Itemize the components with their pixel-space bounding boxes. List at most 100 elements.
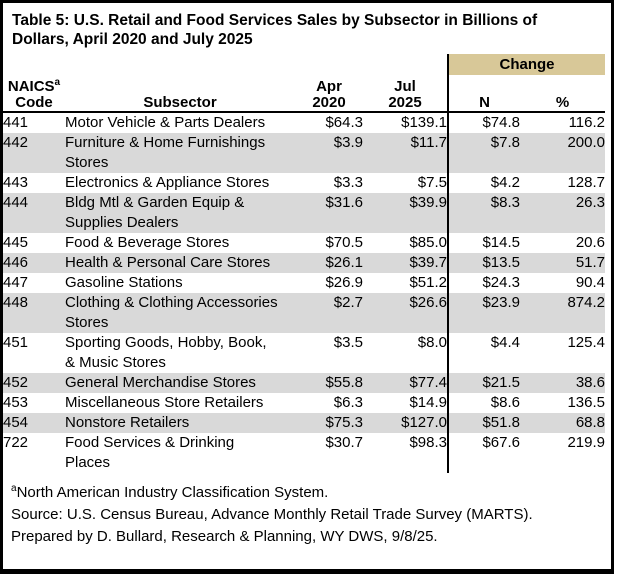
change-pct-cell: 128.7 xyxy=(567,174,606,191)
subsector-cell: Bldg Mtl & Garden Equip & Supplies Deale… xyxy=(65,194,245,231)
change-n-cell: $23.9 xyxy=(447,293,520,333)
table-row: 444 Bldg Mtl & Garden Equip & Supplies D… xyxy=(3,193,606,233)
naics-code-cell: 444 xyxy=(3,194,29,211)
subsector-cell: Nonstore Retailers xyxy=(65,414,190,431)
change-n-cell: $24.3 xyxy=(447,273,520,293)
code-label: Code xyxy=(15,94,53,111)
change-column-group-header: Change xyxy=(446,54,606,75)
naics-code-cell: 448 xyxy=(3,294,29,311)
col-header-subsector: Subsector xyxy=(65,75,295,113)
col-header-jul-2025: Jul 2025 xyxy=(363,75,448,113)
naics-footnote-text: North American Industry Classification S… xyxy=(16,484,329,501)
table-row: 454 Nonstore Retailers $75.3 $127.0 $51.… xyxy=(3,413,606,433)
change-pct-cell: 51.7 xyxy=(575,254,606,271)
jul-2025-cell: $14.9 xyxy=(409,394,447,411)
change-pct-cell: 68.8 xyxy=(575,414,606,431)
jul-2025-cell: $98.3 xyxy=(409,434,447,451)
header-spacer xyxy=(3,54,448,75)
naics-footnote-marker: a xyxy=(54,77,61,88)
col-header-naics-code: NAICSa Code xyxy=(3,75,65,113)
subsector-cell: Electronics & Appliance Stores xyxy=(65,174,270,191)
apr-2020-cell: $26.1 xyxy=(325,254,363,271)
table-title: Table 5: U.S. Retail and Food Services S… xyxy=(12,12,538,48)
jul-2025-cell: $7.5 xyxy=(417,174,447,191)
jul-2025-cell: $77.4 xyxy=(409,374,447,391)
apr-2020-cell: $70.5 xyxy=(325,234,363,251)
subsector-cell: Food & Beverage Stores xyxy=(65,234,230,251)
change-pct-cell: 26.3 xyxy=(575,194,606,211)
table-row: 451 Sporting Goods, Hobby, Book, & Music… xyxy=(3,333,605,373)
table-row: 722 Food Services & Drinking Places $30.… xyxy=(3,433,605,473)
naics-code-cell: 443 xyxy=(3,174,29,191)
table-row: 453 Miscellaneous Store Retailers $6.3 $… xyxy=(3,393,605,413)
change-pct-cell: 219.9 xyxy=(567,434,606,451)
change-pct-cell: 874.2 xyxy=(567,294,606,311)
subsector-cell: Sporting Goods, Hobby, Book, & Music Sto… xyxy=(65,334,267,371)
apr-2020-cell: $55.8 xyxy=(325,374,363,391)
subsector-cell: Gasoline Stations xyxy=(65,274,183,291)
naics-code-cell: 442 xyxy=(3,134,29,151)
subsector-cell: General Merchandise Stores xyxy=(65,374,256,391)
change-header-row: Change xyxy=(3,54,606,75)
subsector-cell: Motor Vehicle & Parts Dealers xyxy=(65,114,266,131)
naics-code-cell: 454 xyxy=(3,414,29,431)
change-pct-cell: 125.4 xyxy=(567,334,606,351)
table-row: 446 Health & Personal Care Stores $26.1 … xyxy=(3,253,606,273)
naics-label: NAICS xyxy=(7,78,55,95)
jul-2025-cell: $26.6 xyxy=(409,294,447,311)
jul-2025-cell: $51.2 xyxy=(409,274,447,291)
change-n-cell: $21.5 xyxy=(447,373,520,393)
change-n-cell: $67.6 xyxy=(447,433,520,473)
naics-code-cell: 441 xyxy=(3,114,29,131)
change-pct-cell: 116.2 xyxy=(568,114,606,131)
table-body: 441 Motor Vehicle & Parts Dealers $64.3 … xyxy=(3,112,606,473)
naics-code-cell: 453 xyxy=(3,394,29,411)
apr-2020-cell: $6.3 xyxy=(333,394,363,411)
col-header-change-n: N xyxy=(447,75,520,113)
table-row: 441 Motor Vehicle & Parts Dealers $64.3 … xyxy=(3,112,605,133)
change-n-cell: $7.8 xyxy=(447,133,520,173)
naics-footnote: aNorth American Industry Classification … xyxy=(11,478,601,504)
change-pct-cell: 136.5 xyxy=(567,394,606,411)
subsector-cell: Food Services & Drinking Places xyxy=(65,434,235,471)
prepared-note: Prepared by D. Bullard, Research & Plann… xyxy=(11,528,438,545)
source-note: Source: U.S. Census Bureau, Advance Mont… xyxy=(11,506,533,523)
apr-2020-cell: $2.7 xyxy=(333,294,363,311)
column-header-row: NAICSa Code Subsector Apr 2020 Jul 2025 N… xyxy=(3,75,606,113)
jul-2025-cell: $39.9 xyxy=(409,194,447,211)
retail-sales-table: Change NAICSa Code Subsector Apr 2020 Jul… xyxy=(3,54,606,473)
table-row: 452 General Merchandise Stores $55.8 $77… xyxy=(3,373,606,393)
change-n-cell: $13.5 xyxy=(447,253,520,273)
jul-2025-cell: $39.7 xyxy=(409,254,447,271)
change-n-cell: $51.8 xyxy=(447,413,520,433)
jul-2025-cell: $8.0 xyxy=(417,334,447,351)
apr-2020-cell: $75.3 xyxy=(325,414,363,431)
jul-2025-cell: $139.1 xyxy=(401,114,447,131)
subsector-cell: Furniture & Home Furnishings Stores xyxy=(65,134,266,171)
change-pct-cell: 200.0 xyxy=(567,134,606,151)
table-row: 447 Gasoline Stations $26.9 $51.2 $24.3 … xyxy=(3,273,605,293)
apr-2020-cell: $26.9 xyxy=(325,274,363,291)
subsector-cell: Clothing & Clothing Accessories Stores xyxy=(65,294,278,331)
col-header-change-pct: % xyxy=(520,75,606,113)
subsector-cell: Miscellaneous Store Retailers xyxy=(65,394,264,411)
apr-2020-cell: $3.3 xyxy=(333,174,363,191)
apr-2020-cell: $3.5 xyxy=(333,334,363,351)
naics-code-cell: 447 xyxy=(3,274,29,291)
jul-2025-cell: $85.0 xyxy=(409,234,447,251)
naics-code-cell: 452 xyxy=(3,374,29,391)
naics-code-cell: 451 xyxy=(3,334,29,351)
footnotes: aNorth American Industry Classification … xyxy=(11,478,601,548)
change-pct-cell: 90.4 xyxy=(575,274,606,291)
change-pct-cell: 38.6 xyxy=(575,374,606,391)
change-n-cell: $8.6 xyxy=(447,393,520,413)
apr-2020-cell: $64.3 xyxy=(325,114,363,131)
naics-code-cell: 446 xyxy=(3,254,29,271)
col-header-apr-2020: Apr 2020 xyxy=(295,75,363,113)
subsector-cell: Health & Personal Care Stores xyxy=(65,254,271,271)
table-row: 445 Food & Beverage Stores $70.5 $85.0 $… xyxy=(3,233,605,253)
naics-code-cell: 722 xyxy=(3,434,29,451)
table-row: 443 Electronics & Appliance Stores $3.3 … xyxy=(3,173,605,193)
table-row: 442 Furniture & Home Furnishings Stores … xyxy=(3,133,606,173)
